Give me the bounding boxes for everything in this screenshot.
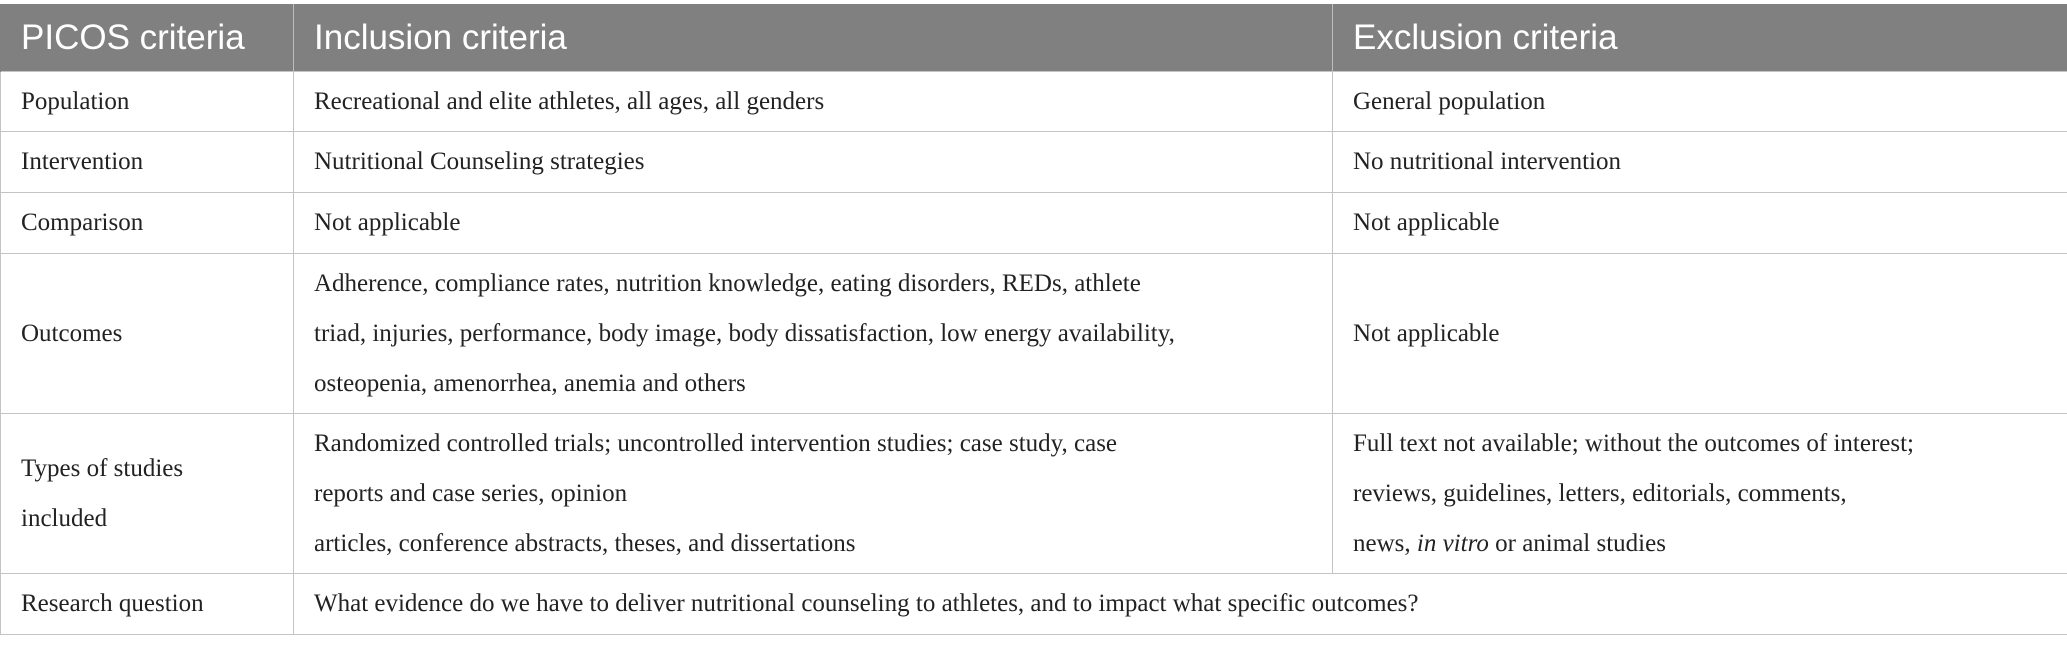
exclusion-cell: Full text not available; without the out… <box>1332 413 2067 574</box>
table-header-row: PICOS criteria Inclusion criteria Exclus… <box>0 4 2067 72</box>
table-row-comparison: Comparison Not applicable Not applicable <box>0 192 2067 254</box>
table-row-population: Population Recreational and elite athlet… <box>0 71 2067 132</box>
criteria-cell: Intervention <box>0 131 294 193</box>
criteria-cell: Population <box>0 71 294 132</box>
criteria-cell: Outcomes <box>0 253 294 414</box>
criteria-line: Types of studies <box>21 454 184 482</box>
inclusion-line: triad, injuries, performance, body image… <box>314 319 1175 347</box>
inclusion-line: Adherence, compliance rates, nutrition k… <box>314 269 1141 297</box>
picos-criteria-table: PICOS criteria Inclusion criteria Exclus… <box>0 4 2067 635</box>
header-picos-criteria: PICOS criteria <box>0 4 294 72</box>
exclusion-cell: No nutritional intervention <box>1332 131 2067 193</box>
exclusion-cell: Not applicable <box>1332 253 2067 414</box>
inclusion-cell: Nutritional Counseling strategies <box>293 131 1333 193</box>
inclusion-cell: Not applicable <box>293 192 1333 254</box>
table-row-research-question: Research question What evidence do we ha… <box>0 573 2067 635</box>
criteria-line: included <box>21 504 108 532</box>
exclusion-line: reviews, guidelines, letters, editorials… <box>1353 479 1847 507</box>
exclusion-line: Full text not available; without the out… <box>1353 429 1914 457</box>
research-question-cell: What evidence do we have to deliver nutr… <box>293 573 2067 635</box>
exclusion-cell: General population <box>1332 71 2067 132</box>
header-inclusion-criteria: Inclusion criteria <box>293 4 1333 72</box>
inclusion-line: reports and case series, opinion <box>314 479 628 507</box>
exclusion-text-italic: in vitro <box>1416 529 1489 557</box>
table-row-types-of-studies: Types of studies included Randomized con… <box>0 413 2067 574</box>
table-row-outcomes: Outcomes Adherence, compliance rates, nu… <box>0 253 2067 414</box>
exclusion-cell: Not applicable <box>1332 192 2067 254</box>
inclusion-line: osteopenia, amenorrhea, anemia and other… <box>314 369 746 397</box>
inclusion-cell: Adherence, compliance rates, nutrition k… <box>293 253 1333 414</box>
inclusion-line: Randomized controlled trials; uncontroll… <box>314 429 1118 457</box>
criteria-cell: Types of studies included <box>0 413 294 574</box>
table-row-intervention: Intervention Nutritional Counseling stra… <box>0 131 2067 193</box>
inclusion-line: articles, conference abstracts, theses, … <box>314 529 856 557</box>
inclusion-cell: Randomized controlled trials; uncontroll… <box>293 413 1333 574</box>
picos-table-container: PICOS criteria Inclusion criteria Exclus… <box>0 4 2067 635</box>
exclusion-text-before: news, <box>1353 529 1417 557</box>
exclusion-text-after: or animal studies <box>1488 529 1666 557</box>
inclusion-cell: Recreational and elite athletes, all age… <box>293 71 1333 132</box>
exclusion-line-last: news, in vitro or animal studies <box>1353 519 2047 569</box>
criteria-cell: Comparison <box>0 192 294 254</box>
header-exclusion-criteria: Exclusion criteria <box>1332 4 2067 72</box>
criteria-cell: Research question <box>0 573 294 635</box>
